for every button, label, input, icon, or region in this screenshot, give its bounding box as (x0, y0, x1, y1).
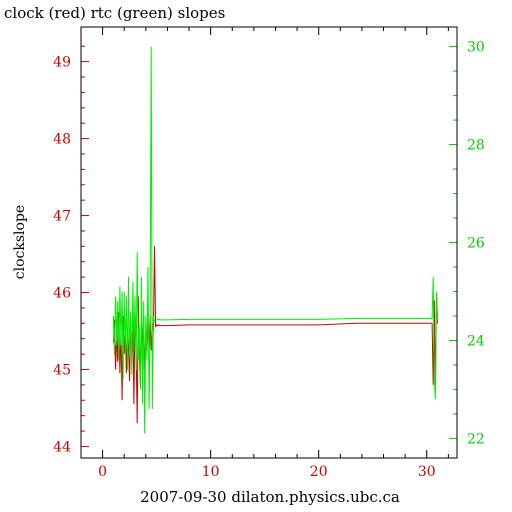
y-tick-label-right: 22 (467, 431, 485, 447)
axes-layer: 0 10 20 30 44 45 46 47 48 49 22 24 26 28 30 (53, 27, 485, 480)
y-tick-label-left: 45 (53, 362, 71, 378)
x-tick-label: 0 (98, 464, 107, 480)
series-layer (112, 46, 439, 434)
y-tick-label-right: 28 (467, 138, 485, 154)
plot-frame (80, 26, 458, 459)
y-tick-label-left: 48 (53, 132, 71, 148)
x-tick-label: 10 (202, 464, 220, 480)
series-line-rtc (112, 46, 439, 434)
y-tick-label-left: 44 (53, 439, 71, 455)
y-tick-label-left: 49 (53, 55, 71, 71)
chart-title: clock (red) rtc (green) slopes (4, 4, 225, 22)
x-tick-label: 20 (310, 464, 328, 480)
y-tick-label-right: 26 (467, 236, 485, 252)
y-axis-label: clockslope (12, 205, 28, 279)
x-tick-label: 30 (418, 464, 436, 480)
y-tick-label-left: 47 (53, 209, 71, 225)
y-tick-label-right: 24 (467, 333, 485, 349)
x-axis-label: 2007-09-30 dilaton.physics.ubc.ca (140, 488, 400, 506)
y-tick-label-left: 46 (53, 286, 71, 302)
y-tick-label-right: 30 (467, 40, 485, 56)
